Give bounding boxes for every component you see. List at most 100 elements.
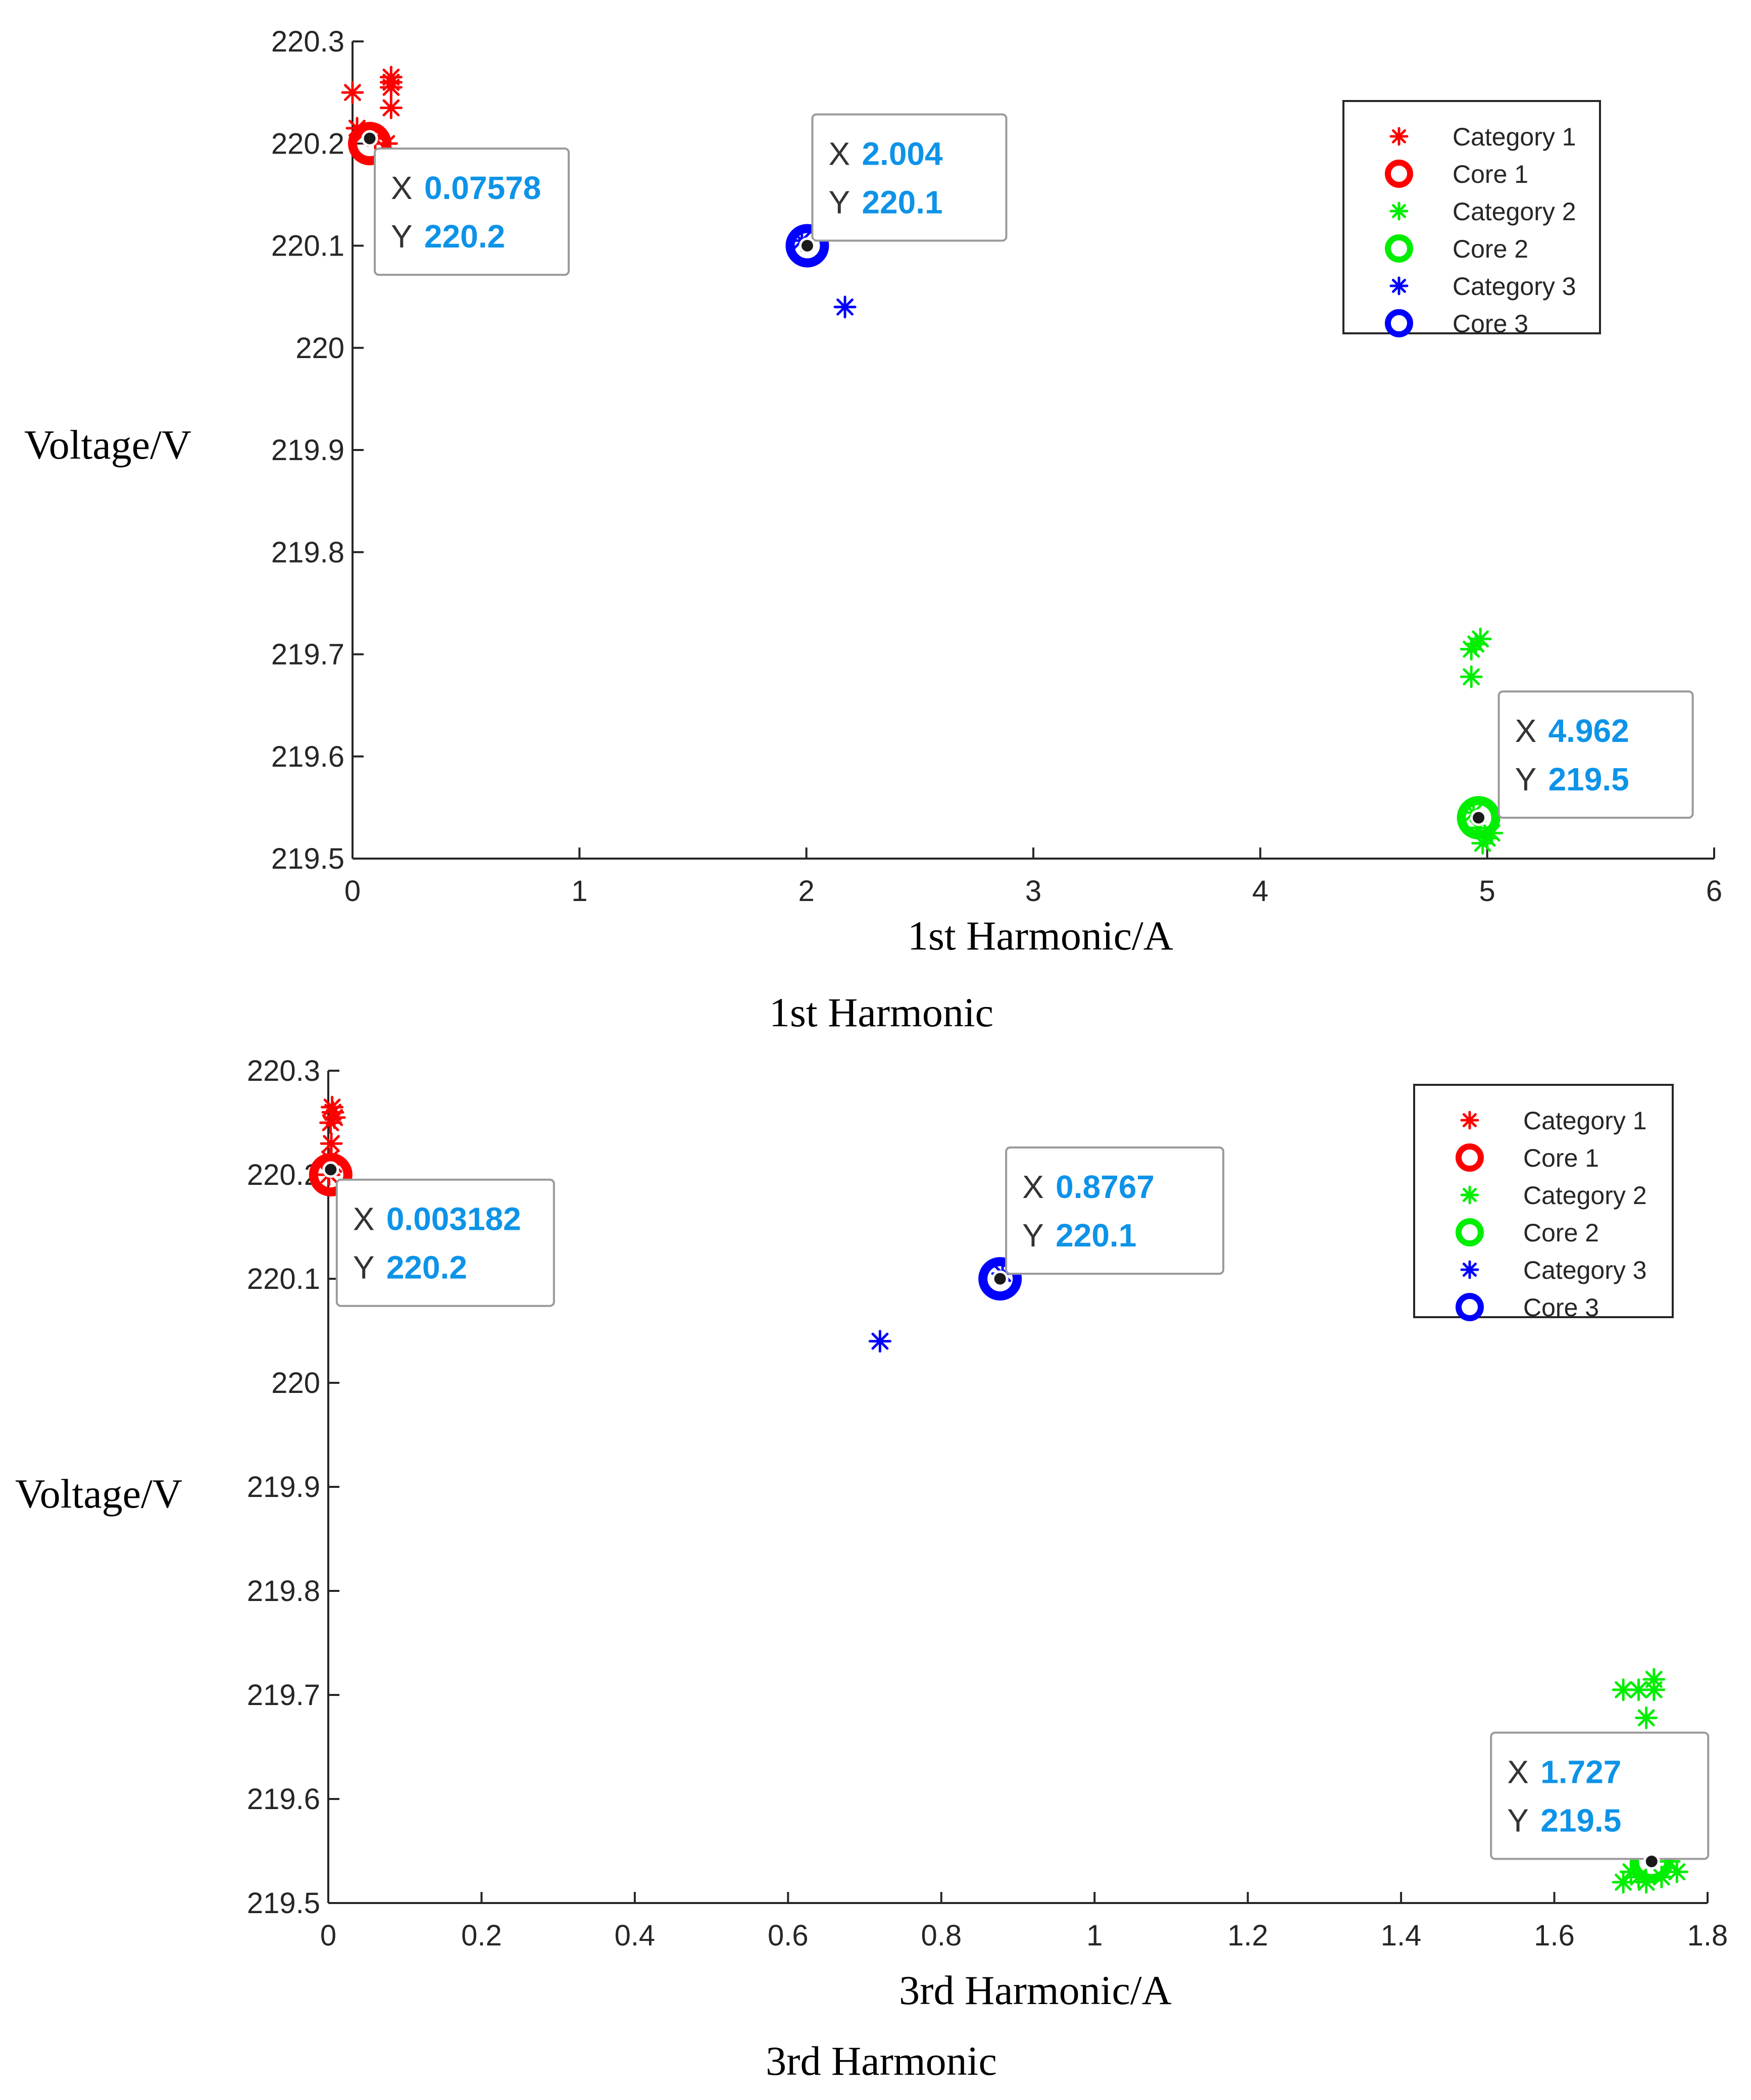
datatip-x-value: 2.004 bbox=[862, 136, 943, 172]
chart-3rd-harmonic: 0 0.2 0.4 0.6 0.8 1 1.2 1.4 1.6 1.8 219.5219.6219… bbox=[15, 1055, 1728, 2084]
datatip[interactable]: X 0.003182 Y 220.2 bbox=[322, 1161, 555, 1307]
x-tick-label: 3 bbox=[1025, 875, 1041, 908]
y-tick-label: 219.5 bbox=[247, 1887, 320, 1920]
legend-label: Core 3 bbox=[1453, 310, 1528, 338]
legend-box bbox=[1342, 100, 1601, 334]
datatip-anchor bbox=[991, 1270, 1009, 1287]
data-point-category-3 bbox=[833, 295, 857, 319]
x-ticks: 0 1 2 3 4 5 6 bbox=[344, 847, 1722, 908]
legend-marker-core-3 bbox=[1456, 1293, 1484, 1321]
legend-label: Category 1 bbox=[1453, 123, 1576, 151]
core-marker-core-2 bbox=[1457, 796, 1500, 840]
y-tick-label: 219.8 bbox=[271, 536, 344, 569]
y-axis-label: Voltage/V bbox=[15, 1471, 182, 1517]
datatips: X 0.07578 Y 220.2 X 2.004 Y 220.1 X 4.962 Y 219.5 bbox=[361, 113, 1694, 826]
legend-marker-core-3 bbox=[1385, 309, 1413, 337]
legend-label: Category 2 bbox=[1453, 197, 1576, 226]
datatip-anchor bbox=[361, 130, 378, 147]
datatip-x-value: 4.962 bbox=[1548, 713, 1629, 749]
datatip-box bbox=[374, 147, 570, 276]
datatip[interactable]: X 2.004 Y 220.1 bbox=[798, 113, 1008, 254]
legend-marker-core-2 bbox=[1456, 1218, 1484, 1246]
x-tick-label: 2 bbox=[798, 875, 815, 908]
y-tick-label: 219.7 bbox=[271, 638, 344, 671]
legend-marker-core-1 bbox=[1456, 1143, 1484, 1172]
datatip-x-key: X bbox=[391, 170, 413, 206]
legend-marker-category-1 bbox=[1460, 1111, 1479, 1130]
y-tick-label: 220 bbox=[295, 332, 344, 365]
legend: Category 1 Core 1 Category 2 Core 2 Category… bbox=[1413, 1084, 1674, 1322]
x-tick-label: 1.2 bbox=[1227, 1919, 1268, 1952]
datatip-y-value: 220.1 bbox=[862, 184, 942, 221]
chart-title: 1st Harmonic bbox=[769, 989, 993, 1035]
datatip-y-key: Y bbox=[1022, 1217, 1044, 1254]
x-tick-label: 0 bbox=[344, 875, 361, 908]
datatips: X 0.003182 Y 220.2 X 0.8767 Y 220.1 X 1.727 Y 219.5 bbox=[322, 1146, 1710, 1870]
datatip-y-key: Y bbox=[353, 1249, 375, 1286]
datatip-y-value: 219.5 bbox=[1540, 1803, 1621, 1839]
y-tick-label: 219.6 bbox=[247, 1783, 320, 1816]
x-axis-label: 3rd Harmonic/A bbox=[899, 1967, 1172, 2013]
legend-label: Core 2 bbox=[1453, 235, 1528, 263]
datatip[interactable]: X 1.727 Y 219.5 bbox=[1490, 1731, 1710, 1870]
x-tick-label: 0.8 bbox=[921, 1919, 962, 1952]
legend-marker-core-2 bbox=[1385, 234, 1413, 263]
legend-box bbox=[1413, 1084, 1674, 1318]
datatip[interactable]: X 0.07578 Y 220.2 bbox=[361, 130, 570, 276]
y-tick-label: 219.6 bbox=[271, 740, 344, 773]
datatip-y-key: Y bbox=[391, 218, 413, 255]
y-tick-label: 219.8 bbox=[247, 1575, 320, 1608]
x-tick-label: 0 bbox=[320, 1919, 336, 1952]
y-tick-label: 220.1 bbox=[247, 1263, 320, 1295]
data-point-category-2 bbox=[1460, 665, 1483, 688]
y-tick-label: 220.3 bbox=[271, 25, 344, 58]
datatip-y-key: Y bbox=[828, 184, 850, 221]
datatip-x-key: X bbox=[1022, 1169, 1044, 1205]
y-tick-label: 220.1 bbox=[271, 230, 344, 263]
datatip-x-value: 1.727 bbox=[1540, 1754, 1621, 1790]
x-tick-label: 4 bbox=[1252, 875, 1268, 908]
legend-label: Core 2 bbox=[1523, 1219, 1599, 1247]
legend-marker-core-1 bbox=[1385, 160, 1413, 188]
y-tick-label: 220.2 bbox=[247, 1159, 320, 1191]
datatip[interactable]: X 0.8767 Y 220.1 bbox=[991, 1146, 1225, 1287]
datatip[interactable]: X 4.962 Y 219.5 bbox=[1470, 690, 1694, 826]
legend-items: Category 1 Core 1 Category 2 Core 2 Category… bbox=[1385, 123, 1576, 338]
legend-label: Category 2 bbox=[1523, 1181, 1647, 1210]
datatip-anchor bbox=[1643, 1853, 1660, 1870]
datatip-y-value: 219.5 bbox=[1548, 761, 1629, 797]
datatip-box bbox=[811, 113, 1008, 242]
legend-marker-category-3 bbox=[1460, 1260, 1479, 1279]
legend-marker-category-2 bbox=[1389, 202, 1409, 221]
chart-1st-harmonic: 0 1 2 3 4 5 6 219.5 219.6 219.7 219.8 219.9 220 220.… bbox=[24, 25, 1722, 1035]
data-point-category-2 bbox=[1642, 1678, 1666, 1702]
y-ticks: 219.5 219.6 219.7 219.8 219.9 220 220.1 220.2 22… bbox=[247, 1055, 339, 1920]
legend-label: Core 1 bbox=[1453, 160, 1528, 188]
core-marker-core-3 bbox=[978, 1257, 1022, 1301]
datatip-box bbox=[335, 1178, 555, 1307]
legend-label: Core 1 bbox=[1523, 1144, 1599, 1172]
data-point-category-1 bbox=[341, 81, 364, 104]
data-point-category-1 bbox=[320, 1132, 343, 1155]
datatip-box bbox=[1005, 1146, 1225, 1275]
x-tick-label: 0.2 bbox=[461, 1919, 502, 1952]
legend-marker-category-2 bbox=[1460, 1185, 1479, 1205]
legend-label: Category 1 bbox=[1523, 1107, 1647, 1135]
datatip-x-value: 0.8767 bbox=[1056, 1169, 1155, 1205]
data-point-category-1 bbox=[321, 1101, 344, 1124]
data-point-category-2 bbox=[1635, 1706, 1658, 1729]
data-point-category-2 bbox=[1612, 1871, 1635, 1894]
datatip-y-value: 220.2 bbox=[424, 218, 505, 255]
data-point-category-1 bbox=[379, 71, 403, 94]
core-marker-core-3 bbox=[785, 224, 829, 268]
y-tick-label: 220.3 bbox=[247, 1055, 320, 1087]
legend-items: Category 1 Core 1 Category 2 Core 2 Category… bbox=[1456, 1107, 1647, 1322]
data-point-category-1 bbox=[379, 96, 403, 119]
core-marker-core-1 bbox=[348, 122, 392, 166]
x-tick-label: 1 bbox=[1086, 1919, 1103, 1952]
y-tick-label: 219.7 bbox=[247, 1679, 320, 1712]
datatip-y-value: 220.2 bbox=[386, 1249, 467, 1286]
datatip-box bbox=[1490, 1731, 1710, 1860]
datatip-box bbox=[1497, 690, 1694, 819]
